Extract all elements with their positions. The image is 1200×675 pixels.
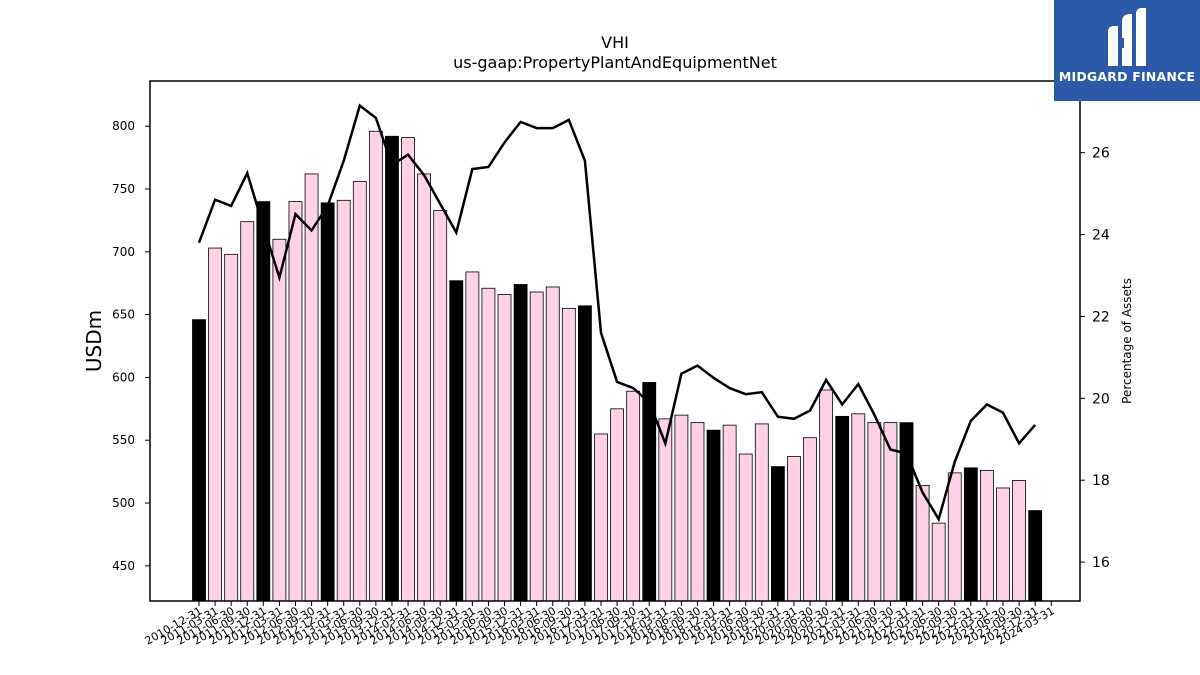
bar-2022-09-30	[947, 472, 962, 602]
bar-2015-06-30	[481, 287, 496, 602]
y-tick-label: 750	[112, 182, 135, 196]
bar-2023-03-31	[980, 469, 994, 602]
bar-2012-09-30	[304, 173, 319, 602]
bar-2020-12-31	[835, 415, 850, 602]
y-tick-label: 500	[112, 496, 135, 510]
y-tick-label: 450	[112, 559, 135, 573]
chart-title: VHI	[601, 33, 629, 52]
bar-2022-03-31	[915, 485, 930, 602]
bar-2023-12-31	[1028, 510, 1043, 602]
logo-text: MIDGARD FINANCE	[1058, 69, 1196, 84]
percentage-line	[197, 103, 1037, 523]
bar-2021-12-31	[899, 422, 914, 602]
bar-2012-06-30	[288, 201, 303, 602]
bar-2016-09-30	[561, 307, 576, 602]
y-tick-label: 800	[112, 119, 135, 133]
bar-2013-06-30	[352, 181, 367, 602]
y2-tick-label: 16	[1092, 555, 1110, 571]
y2-tick-label: 20	[1092, 391, 1110, 407]
bar-2014-06-30	[417, 173, 432, 602]
bar-2021-06-30	[867, 422, 882, 602]
midgard-logo: MIDGARD FINANCE	[1054, 0, 1200, 101]
bar-2013-03-31	[336, 199, 351, 602]
bar-2016-06-30	[545, 286, 560, 602]
bar-2022-06-30	[931, 522, 946, 602]
y-axis-left: 450 500 550 600 650 700 750 800	[112, 119, 150, 573]
bar-2019-09-30	[754, 423, 769, 602]
bar-2015-09-30	[497, 294, 512, 602]
bar-2011-03-31	[208, 247, 222, 602]
y-axis-right: 16 18 20 22 24 26	[1080, 146, 1110, 571]
bar-2015-03-31	[465, 271, 480, 602]
bar-2012-03-31	[272, 238, 287, 602]
bar-2014-03-31	[401, 137, 415, 602]
y2-tick-label: 24	[1092, 228, 1110, 244]
y2-tick-label: 22	[1092, 309, 1110, 325]
y-tick-label: 700	[112, 245, 135, 259]
plot-frame	[149, 80, 1081, 602]
y-axis-label: USDm	[82, 310, 106, 372]
bar-2017-09-30	[626, 390, 641, 602]
bar-2018-09-30	[690, 422, 705, 602]
bar-2023-09-30	[1012, 480, 1026, 602]
bar-2011-12-31	[256, 201, 271, 602]
y2-axis-label: Percentage of Assets	[1120, 278, 1134, 404]
bars-group	[192, 130, 1043, 602]
bar-2017-06-30	[610, 408, 624, 602]
bar-2019-03-31	[722, 424, 737, 602]
bar-2014-12-31	[449, 280, 464, 602]
chart-subtitle: us-gaap:PropertyPlantAndEquipmentNet	[453, 53, 777, 72]
bar-2019-06-30	[738, 453, 753, 602]
y-tick-label: 550	[112, 433, 135, 447]
bar-2016-12-31	[578, 305, 592, 602]
bar-2020-09-30	[819, 389, 834, 602]
bar-2011-06-30	[224, 253, 239, 602]
bar-2018-06-30	[674, 414, 689, 602]
bar-2016-03-31	[529, 291, 544, 602]
logo-mark-icon	[1108, 8, 1146, 66]
y-tick-label: 650	[112, 308, 135, 322]
y2-tick-label: 18	[1092, 473, 1110, 489]
bar-2022-12-31	[963, 467, 978, 602]
bar-2013-09-30	[368, 130, 383, 602]
bar-2014-09-30	[433, 209, 448, 602]
bar-2020-03-31	[787, 456, 801, 602]
bar-2010-12-31	[192, 319, 206, 602]
bar-2018-12-31	[706, 429, 721, 602]
bar-2017-03-31	[594, 433, 608, 602]
bar-2015-12-31	[513, 284, 528, 602]
bar-2013-12-31	[385, 135, 399, 602]
x-axis: 2010-12-312011-03-312011-06-302011-09-30…	[143, 601, 1057, 648]
y2-tick-label: 26	[1092, 146, 1110, 162]
bar-2019-12-31	[770, 466, 785, 602]
bar-2011-09-30	[240, 221, 255, 602]
bar-2021-03-31	[851, 413, 866, 602]
bar-2012-12-31	[320, 202, 335, 602]
bar-2023-06-30	[996, 487, 1010, 602]
y-tick-label: 600	[112, 370, 135, 384]
bar-2020-06-30	[803, 437, 817, 602]
